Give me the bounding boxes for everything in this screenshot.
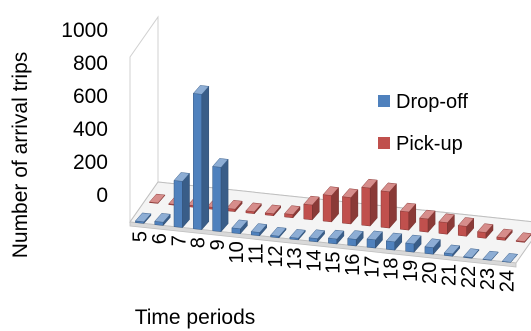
dropoff-bar-23 [482, 250, 499, 262]
dropoff-bar-24 [501, 253, 519, 264]
pickup-bar-22 [476, 223, 494, 239]
dropoff-bar-14 [308, 229, 326, 243]
pickup-bar-24 [515, 232, 531, 244]
x-tick-label: 12 [265, 245, 287, 267]
dropoff-bar-21 [443, 244, 461, 257]
dropoff-bar-12 [269, 227, 287, 239]
x-tick-label: 18 [381, 258, 403, 280]
dropoff-bar-15 [327, 229, 345, 245]
y-tick-label: 200 [73, 151, 108, 174]
pickup-bar-5 [148, 193, 166, 205]
pickup-bar-17 [380, 182, 398, 229]
x-tick-label: 23 [477, 268, 499, 290]
x-tick-label: 9 [207, 239, 229, 250]
pickup-bar-19 [419, 209, 436, 233]
pickup-bar-23 [496, 228, 513, 242]
x-tick-label: 16 [342, 254, 364, 276]
dropoff-bar-18 [385, 232, 403, 251]
y-tick-label: 600 [73, 85, 108, 108]
legend: Drop-off Pick-up [378, 91, 468, 155]
y-tick-labels: 0 200 400 600 800 1000 [61, 19, 108, 207]
dropoff-bar-9 [212, 158, 229, 233]
x-tick-label: 19 [400, 260, 422, 282]
dropoff-bar-11 [250, 223, 268, 237]
x-tick-label: 7 [168, 235, 190, 246]
x-tick-label: 10 [226, 241, 248, 263]
y-axis-title: Number of arrival trips [9, 52, 32, 259]
legend-label-dropoff: Drop-off [396, 91, 468, 113]
y-tick-label: 1000 [61, 19, 108, 42]
dropoff-bar-7 [173, 172, 191, 229]
dropoff-bar-5 [134, 212, 152, 225]
pickup-bar-15 [341, 188, 359, 225]
x-tick-label: 5 [130, 231, 152, 242]
dropoff-bar-8 [192, 85, 210, 231]
x-tick-label: 14 [303, 249, 325, 271]
x-tick-label: 8 [188, 237, 210, 248]
x-tick-label: 20 [419, 262, 441, 284]
dropoff-bars [134, 85, 519, 264]
dropoff-bar-22 [462, 248, 480, 259]
dropoff-bar-6 [154, 213, 171, 227]
legend-swatch-pickup [378, 137, 390, 149]
pickup-bar-10 [245, 202, 262, 215]
pickup-bar-12 [283, 205, 301, 219]
dropoff-bar-13 [289, 229, 306, 241]
pickup-bar-9 [226, 200, 243, 213]
x-axis-title: Time periods [135, 306, 256, 329]
y-tick-label: 0 [96, 184, 108, 207]
dropoff-bar-17 [366, 230, 384, 249]
x-tick-label: 13 [284, 247, 306, 269]
dropoff-bar-20 [424, 238, 441, 255]
x-tick-label: 17 [361, 256, 383, 278]
x-tick-label: 15 [323, 252, 345, 274]
x-tick-label: 22 [458, 266, 480, 288]
x-tick-label: 11 [245, 243, 267, 264]
pickup-bar-11 [264, 204, 282, 217]
pickup-bar-16 [361, 178, 378, 227]
dropoff-bar-10 [231, 219, 248, 235]
pickup-bar-14 [322, 186, 340, 223]
x-tick-label: 6 [149, 233, 171, 244]
pickup-bar-21 [457, 217, 475, 237]
pickup-bar-20 [438, 213, 455, 235]
x-tick-label: 21 [438, 264, 460, 286]
dropoff-bar-16 [347, 230, 364, 247]
pickup-bar-18 [399, 202, 417, 231]
legend-label-pickup: Pick-up [396, 133, 463, 155]
legend-swatch-dropoff [378, 95, 390, 107]
y-tick-label: 800 [73, 52, 108, 75]
y-tick-label: 400 [73, 118, 108, 141]
dropoff-bar-19 [405, 234, 422, 253]
x-tick-label: 24 [496, 270, 518, 292]
pickup-bar-13 [303, 195, 320, 221]
